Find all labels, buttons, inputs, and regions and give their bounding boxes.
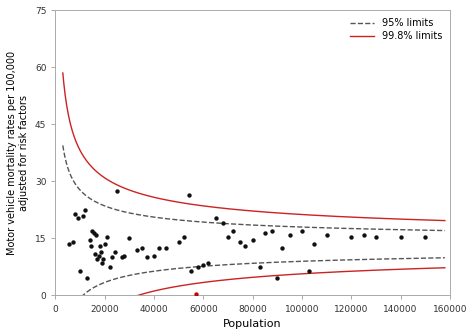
Point bbox=[195, 264, 202, 270]
Point bbox=[421, 234, 429, 239]
Point bbox=[89, 228, 96, 234]
Point bbox=[96, 243, 104, 249]
Point bbox=[155, 245, 163, 251]
X-axis label: Population: Population bbox=[223, 319, 282, 329]
Point bbox=[95, 253, 102, 258]
Point bbox=[90, 230, 98, 236]
Point bbox=[185, 192, 192, 198]
Point bbox=[87, 243, 95, 249]
Y-axis label: Motor vehicle mortality rates per 100,000
adjusted for risk factors: Motor vehicle mortality rates per 100,00… bbox=[7, 51, 29, 255]
Point bbox=[219, 220, 227, 226]
Point bbox=[91, 251, 99, 256]
Point bbox=[76, 268, 84, 274]
Point bbox=[286, 232, 293, 237]
Point bbox=[269, 228, 276, 234]
Point bbox=[249, 238, 256, 243]
Point bbox=[133, 247, 141, 253]
Point bbox=[101, 242, 109, 247]
Point bbox=[65, 242, 73, 247]
Point bbox=[273, 276, 281, 281]
Point bbox=[100, 257, 107, 262]
Point bbox=[97, 249, 105, 254]
Point bbox=[261, 230, 269, 236]
Point bbox=[93, 257, 101, 262]
Point bbox=[74, 215, 82, 220]
Point bbox=[372, 234, 380, 239]
Point bbox=[138, 245, 146, 251]
Point bbox=[204, 260, 212, 266]
Point bbox=[163, 245, 170, 251]
Point bbox=[241, 243, 249, 249]
Point bbox=[111, 249, 118, 254]
Point bbox=[298, 228, 306, 234]
Point bbox=[256, 264, 264, 270]
Point bbox=[143, 255, 150, 260]
Point bbox=[99, 260, 106, 266]
Point bbox=[72, 211, 79, 216]
Point bbox=[69, 240, 76, 245]
Point bbox=[224, 234, 232, 239]
Point bbox=[360, 232, 367, 237]
Point bbox=[200, 262, 207, 268]
Legend: 95% limits, 99.8% limits: 95% limits, 99.8% limits bbox=[346, 15, 445, 44]
Point bbox=[347, 234, 355, 239]
Point bbox=[92, 232, 100, 237]
Point bbox=[150, 253, 158, 258]
Point bbox=[187, 268, 195, 274]
Point bbox=[306, 268, 313, 274]
Point bbox=[103, 234, 111, 239]
Point bbox=[212, 215, 219, 220]
Point bbox=[79, 213, 86, 218]
Point bbox=[180, 234, 187, 239]
Point bbox=[109, 255, 116, 260]
Point bbox=[118, 255, 126, 260]
Point bbox=[323, 232, 330, 237]
Point bbox=[86, 238, 94, 243]
Point bbox=[126, 236, 133, 241]
Point bbox=[229, 228, 237, 234]
Point bbox=[397, 234, 404, 239]
Point bbox=[237, 240, 244, 245]
Point bbox=[113, 188, 121, 194]
Point bbox=[278, 245, 286, 251]
Point bbox=[175, 240, 182, 245]
Point bbox=[106, 264, 113, 270]
Point bbox=[81, 207, 89, 213]
Point bbox=[121, 253, 128, 258]
Point bbox=[84, 276, 91, 281]
Point bbox=[192, 291, 200, 296]
Point bbox=[310, 242, 318, 247]
